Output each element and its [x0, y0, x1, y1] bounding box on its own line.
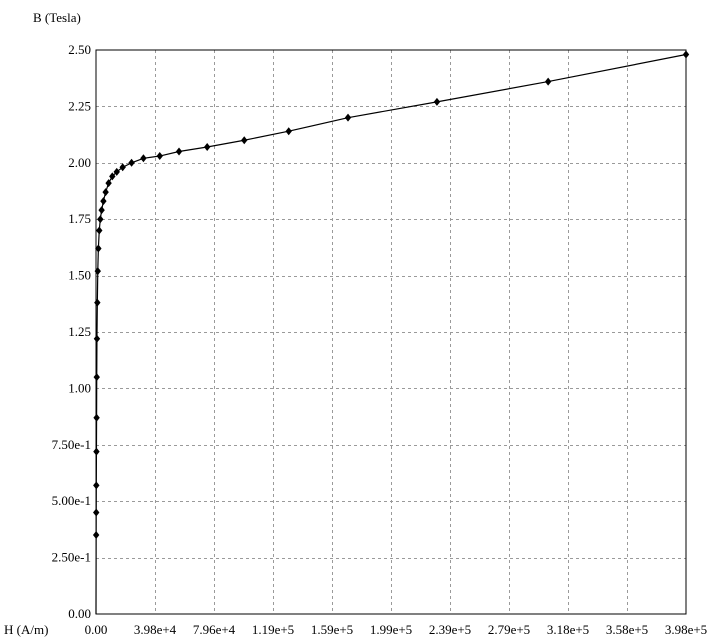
x-tick-label: 3.98e+5	[665, 622, 707, 637]
data-point-marker	[93, 447, 100, 456]
data-point-marker	[285, 127, 292, 136]
x-tick-label: 1.59e+5	[311, 622, 353, 637]
data-point-marker	[109, 172, 116, 181]
data-point-marker	[92, 531, 100, 540]
data-point-marker	[93, 413, 100, 422]
x-tick-label: 2.39e+5	[429, 622, 471, 637]
data-point-marker	[93, 334, 101, 343]
data-point-marker	[93, 481, 100, 490]
data-point-marker	[113, 167, 120, 176]
y-tick-label: 7.50e-1	[52, 437, 91, 452]
data-point-marker	[95, 244, 102, 253]
data-point-marker	[105, 179, 112, 188]
x-tick-label: 1.19e+5	[252, 622, 294, 637]
data-point-marker	[241, 136, 248, 145]
data-point-marker	[682, 50, 690, 59]
y-tick-labels: 0.00 2.50e-1 5.00e-1 7.50e-1 1.00 1.25 1.50 1.7…	[52, 42, 91, 621]
y-tick-label: 5.00e-1	[52, 493, 91, 508]
data-point-marker	[102, 188, 109, 197]
data-point-marker	[98, 206, 105, 215]
y-tick-label: 1.00	[68, 380, 91, 395]
x-axis-label: H (A/m)	[4, 622, 48, 637]
y-tick-label: 0.00	[68, 606, 91, 621]
y-tick-label: 1.25	[68, 324, 91, 339]
x-tick-labels: 0.00 3.98e+4 7.96e+4 1.19e+5 1.59e+5 1.99e+5 2…	[85, 622, 708, 637]
plot-frame	[95, 49, 687, 615]
data-point-marker	[97, 215, 104, 224]
data-point-marker	[119, 163, 126, 172]
y-tick-label: 2.00	[68, 155, 91, 170]
data-point-marker	[100, 197, 107, 206]
x-tick-label: 3.98e+4	[134, 622, 177, 637]
data-point-marker	[94, 267, 101, 276]
data-point-marker	[94, 298, 101, 307]
x-tick-label: 7.96e+4	[193, 622, 236, 637]
data-point-marker	[93, 508, 100, 517]
data-point-marker	[344, 113, 352, 122]
y-tick-label: 2.50e-1	[52, 550, 91, 565]
data-point-marker	[140, 154, 147, 163]
x-tick-label: 0.00	[85, 622, 108, 637]
data-point-marker	[544, 77, 552, 86]
grid-lines	[96, 50, 686, 614]
data-point-marker	[203, 143, 211, 152]
y-tick-label: 1.75	[68, 211, 91, 226]
x-tick-label: 3.18e+5	[547, 622, 589, 637]
series-group	[92, 50, 690, 615]
x-tick-label: 3.58e+5	[606, 622, 648, 637]
data-point-marker	[156, 152, 163, 161]
data-point-marker	[93, 373, 100, 382]
y-tick-label: 1.50	[68, 268, 91, 283]
data-point-marker	[433, 97, 441, 106]
data-point-marker	[175, 147, 183, 156]
data-point-marker	[96, 226, 103, 235]
data-point-marker	[128, 158, 135, 167]
x-tick-label: 1.99e+5	[370, 622, 412, 637]
y-axis-label: B (Tesla)	[33, 10, 81, 25]
y-tick-label: 2.25	[68, 98, 91, 113]
x-tick-label: 2.79e+5	[488, 622, 530, 637]
y-tick-label: 2.50	[68, 42, 91, 57]
